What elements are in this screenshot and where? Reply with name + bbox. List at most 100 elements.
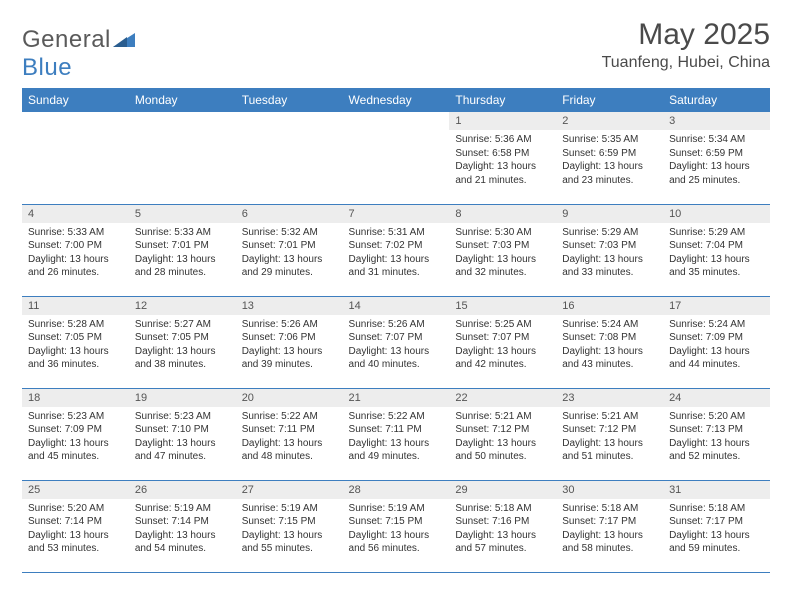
- day-info: Sunrise: 5:24 AMSunset: 7:08 PMDaylight:…: [556, 315, 663, 376]
- sunrise-text: Sunrise: 5:20 AM: [669, 410, 764, 424]
- daylight-text: Daylight: 13 hours and 55 minutes.: [242, 529, 337, 556]
- day-info: Sunrise: 5:32 AMSunset: 7:01 PMDaylight:…: [236, 223, 343, 284]
- day-info: Sunrise: 5:31 AMSunset: 7:02 PMDaylight:…: [343, 223, 450, 284]
- sunset-text: Sunset: 7:02 PM: [349, 239, 444, 253]
- day-info: Sunrise: 5:26 AMSunset: 7:06 PMDaylight:…: [236, 315, 343, 376]
- daylight-text: Daylight: 13 hours and 47 minutes.: [135, 437, 230, 464]
- weekday-thursday: Thursday: [449, 88, 556, 112]
- sunrise-text: Sunrise: 5:33 AM: [135, 226, 230, 240]
- daylight-text: Daylight: 13 hours and 53 minutes.: [28, 529, 123, 556]
- daylight-text: Daylight: 13 hours and 51 minutes.: [562, 437, 657, 464]
- daylight-text: Daylight: 13 hours and 31 minutes.: [349, 253, 444, 280]
- logo-triangle-icon: [113, 26, 135, 54]
- daylight-text: Daylight: 13 hours and 39 minutes.: [242, 345, 337, 372]
- day-number: 13: [236, 297, 343, 315]
- sunrise-text: Sunrise: 5:23 AM: [28, 410, 123, 424]
- daylight-text: Daylight: 13 hours and 43 minutes.: [562, 345, 657, 372]
- sunset-text: Sunset: 7:03 PM: [455, 239, 550, 253]
- calendar-week-row: 25Sunrise: 5:20 AMSunset: 7:14 PMDayligh…: [22, 480, 770, 572]
- daylight-text: Daylight: 13 hours and 38 minutes.: [135, 345, 230, 372]
- daylight-text: Daylight: 13 hours and 59 minutes.: [669, 529, 764, 556]
- day-number: 1: [449, 112, 556, 130]
- weekday-saturday: Saturday: [663, 88, 770, 112]
- day-info: Sunrise: 5:19 AMSunset: 7:14 PMDaylight:…: [129, 499, 236, 560]
- day-info: Sunrise: 5:28 AMSunset: 7:05 PMDaylight:…: [22, 315, 129, 376]
- day-number: 4: [22, 205, 129, 223]
- day-info: Sunrise: 5:18 AMSunset: 7:17 PMDaylight:…: [556, 499, 663, 560]
- sunset-text: Sunset: 7:09 PM: [669, 331, 764, 345]
- daylight-text: Daylight: 13 hours and 29 minutes.: [242, 253, 337, 280]
- day-info: Sunrise: 5:24 AMSunset: 7:09 PMDaylight:…: [663, 315, 770, 376]
- calendar-day-cell: 13Sunrise: 5:26 AMSunset: 7:06 PMDayligh…: [236, 296, 343, 388]
- sunset-text: Sunset: 7:12 PM: [562, 423, 657, 437]
- calendar-day-cell: 26Sunrise: 5:19 AMSunset: 7:14 PMDayligh…: [129, 480, 236, 572]
- day-info: Sunrise: 5:36 AMSunset: 6:58 PMDaylight:…: [449, 130, 556, 191]
- sunset-text: Sunset: 7:05 PM: [135, 331, 230, 345]
- calendar-day-cell: 30Sunrise: 5:18 AMSunset: 7:17 PMDayligh…: [556, 480, 663, 572]
- daylight-text: Daylight: 13 hours and 54 minutes.: [135, 529, 230, 556]
- calendar-day-cell: 14Sunrise: 5:26 AMSunset: 7:07 PMDayligh…: [343, 296, 450, 388]
- sunrise-text: Sunrise: 5:25 AM: [455, 318, 550, 332]
- day-info: Sunrise: 5:19 AMSunset: 7:15 PMDaylight:…: [343, 499, 450, 560]
- calendar-day-cell: 31Sunrise: 5:18 AMSunset: 7:17 PMDayligh…: [663, 480, 770, 572]
- sunrise-text: Sunrise: 5:32 AM: [242, 226, 337, 240]
- sunset-text: Sunset: 7:06 PM: [242, 331, 337, 345]
- day-number: 14: [343, 297, 450, 315]
- calendar-day-cell: 25Sunrise: 5:20 AMSunset: 7:14 PMDayligh…: [22, 480, 129, 572]
- day-info: Sunrise: 5:21 AMSunset: 7:12 PMDaylight:…: [556, 407, 663, 468]
- sunrise-text: Sunrise: 5:30 AM: [455, 226, 550, 240]
- sunset-text: Sunset: 7:07 PM: [455, 331, 550, 345]
- sunrise-text: Sunrise: 5:36 AM: [455, 133, 550, 147]
- day-info: Sunrise: 5:23 AMSunset: 7:10 PMDaylight:…: [129, 407, 236, 468]
- day-number: 26: [129, 481, 236, 499]
- sunset-text: Sunset: 7:01 PM: [242, 239, 337, 253]
- sunrise-text: Sunrise: 5:29 AM: [562, 226, 657, 240]
- calendar-day-cell: 17Sunrise: 5:24 AMSunset: 7:09 PMDayligh…: [663, 296, 770, 388]
- sunrise-text: Sunrise: 5:33 AM: [28, 226, 123, 240]
- sunrise-text: Sunrise: 5:19 AM: [242, 502, 337, 516]
- weekday-header-row: Sunday Monday Tuesday Wednesday Thursday…: [22, 88, 770, 112]
- day-number: 29: [449, 481, 556, 499]
- day-info: Sunrise: 5:35 AMSunset: 6:59 PMDaylight:…: [556, 130, 663, 191]
- weekday-sunday: Sunday: [22, 88, 129, 112]
- calendar-day-cell: 7Sunrise: 5:31 AMSunset: 7:02 PMDaylight…: [343, 204, 450, 296]
- sunset-text: Sunset: 7:00 PM: [28, 239, 123, 253]
- day-number: 10: [663, 205, 770, 223]
- daylight-text: Daylight: 13 hours and 48 minutes.: [242, 437, 337, 464]
- sunset-text: Sunset: 7:04 PM: [669, 239, 764, 253]
- day-info: Sunrise: 5:25 AMSunset: 7:07 PMDaylight:…: [449, 315, 556, 376]
- sunrise-text: Sunrise: 5:29 AM: [669, 226, 764, 240]
- sunset-text: Sunset: 7:15 PM: [349, 515, 444, 529]
- sunset-text: Sunset: 7:08 PM: [562, 331, 657, 345]
- logo-text-2: Blue: [22, 54, 72, 81]
- day-info: Sunrise: 5:29 AMSunset: 7:04 PMDaylight:…: [663, 223, 770, 284]
- header: GeneralBlue May 2025 Tuanfeng, Hubei, Ch…: [22, 18, 770, 82]
- day-number: 27: [236, 481, 343, 499]
- daylight-text: Daylight: 13 hours and 26 minutes.: [28, 253, 123, 280]
- sunrise-text: Sunrise: 5:35 AM: [562, 133, 657, 147]
- day-info: Sunrise: 5:29 AMSunset: 7:03 PMDaylight:…: [556, 223, 663, 284]
- daylight-text: Daylight: 13 hours and 33 minutes.: [562, 253, 657, 280]
- calendar-day-cell: [129, 112, 236, 204]
- day-info: Sunrise: 5:34 AMSunset: 6:59 PMDaylight:…: [663, 130, 770, 191]
- sunset-text: Sunset: 7:09 PM: [28, 423, 123, 437]
- sunset-text: Sunset: 7:14 PM: [28, 515, 123, 529]
- day-info: Sunrise: 5:33 AMSunset: 7:01 PMDaylight:…: [129, 223, 236, 284]
- sunrise-text: Sunrise: 5:18 AM: [455, 502, 550, 516]
- daylight-text: Daylight: 13 hours and 28 minutes.: [135, 253, 230, 280]
- sunrise-text: Sunrise: 5:23 AM: [135, 410, 230, 424]
- sunrise-text: Sunrise: 5:27 AM: [135, 318, 230, 332]
- day-number: 31: [663, 481, 770, 499]
- logo: GeneralBlue: [22, 18, 135, 82]
- location: Tuanfeng, Hubei, China: [602, 54, 770, 72]
- logo-text: GeneralBlue: [22, 26, 135, 82]
- daylight-text: Daylight: 13 hours and 58 minutes.: [562, 529, 657, 556]
- day-info: Sunrise: 5:19 AMSunset: 7:15 PMDaylight:…: [236, 499, 343, 560]
- daylight-text: Daylight: 13 hours and 56 minutes.: [349, 529, 444, 556]
- weekday-tuesday: Tuesday: [236, 88, 343, 112]
- daylight-text: Daylight: 13 hours and 23 minutes.: [562, 160, 657, 187]
- daylight-text: Daylight: 13 hours and 36 minutes.: [28, 345, 123, 372]
- calendar-day-cell: 24Sunrise: 5:20 AMSunset: 7:13 PMDayligh…: [663, 388, 770, 480]
- day-number: 6: [236, 205, 343, 223]
- day-number: [22, 112, 129, 118]
